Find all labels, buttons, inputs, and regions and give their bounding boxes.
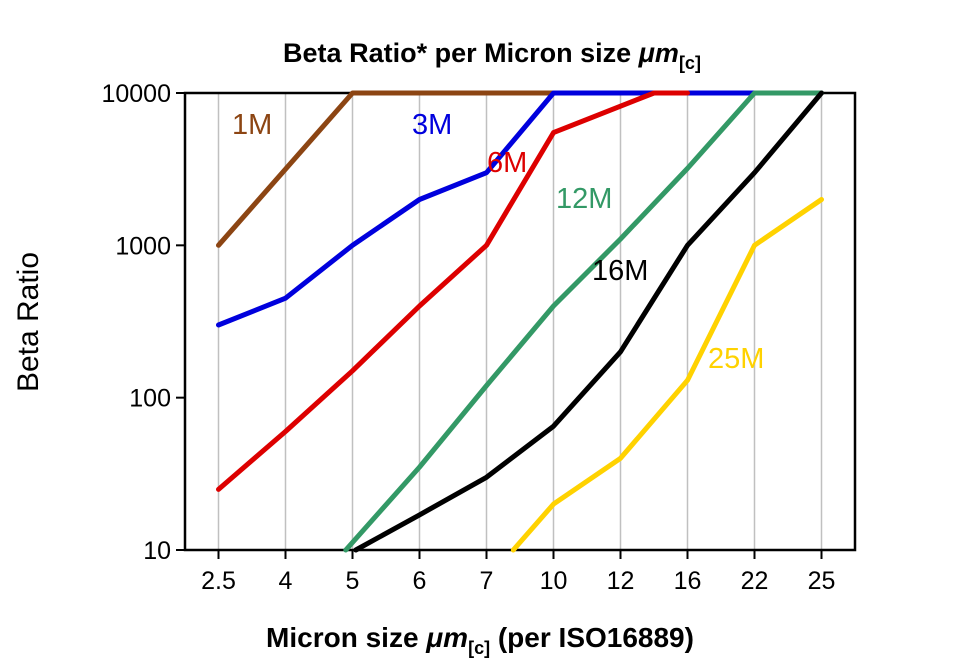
x-tick-label: 25 [808, 567, 836, 595]
y-tick-label: 1000 [115, 232, 171, 260]
x-tick-label: 10 [540, 567, 568, 595]
chart-title-unit-subscript: [c] [679, 53, 701, 73]
series-label-12M: 12M [556, 183, 612, 215]
x-tick-label: 5 [346, 567, 360, 595]
x-tick-label: 12 [607, 567, 635, 595]
x-tick-label: 6 [413, 567, 427, 595]
x-tick-label: 22 [741, 567, 769, 595]
series-line-6M [216, 90, 690, 492]
series-line-25M [510, 197, 824, 553]
y-tick-label: 10000 [101, 80, 171, 108]
series-label-3M: 3M [412, 109, 452, 141]
series-line-16M [353, 90, 824, 553]
x-axis-title: Micron size μm[c] (per ISO16889) [266, 622, 694, 658]
x-tick-label: 2.5 [201, 567, 236, 595]
chart-title-main: Beta Ratio* per Micron size [283, 38, 639, 68]
y-tick-label: 100 [129, 385, 171, 413]
x-tick-label: 4 [279, 567, 293, 595]
axes: 2.5 4 5 6 7 10 12 16 22 25 10 100 1000 10000 [101, 80, 835, 595]
series-line-3M [216, 90, 757, 328]
series-lines [216, 90, 824, 553]
series-labels: 1M 3M 6M 12M 16M 25M [232, 109, 764, 375]
x-axis-title-post: (per ISO16889) [490, 622, 694, 653]
series-line-12M [343, 90, 824, 553]
series-label-25M: 25M [708, 343, 764, 375]
y-tick-label: 10 [143, 537, 171, 565]
series-label-1M: 1M [232, 109, 272, 141]
x-axis-title-unit-subscript: [c] [468, 638, 490, 658]
chart-title-unit: μm [638, 38, 679, 68]
chart-title: Beta Ratio* per Micron size μm[c] [283, 38, 701, 73]
x-tick-label: 7 [480, 567, 494, 595]
series-label-6M: 6M [487, 147, 527, 179]
series-line-1M [216, 90, 556, 248]
x-axis-title-unit: μm [425, 622, 468, 653]
x-tick-label: 16 [674, 567, 702, 595]
y-axis-title: Beta Ratio [12, 252, 45, 392]
series-label-16M: 16M [592, 255, 648, 287]
x-axis-title-main: Micron size [266, 622, 426, 653]
